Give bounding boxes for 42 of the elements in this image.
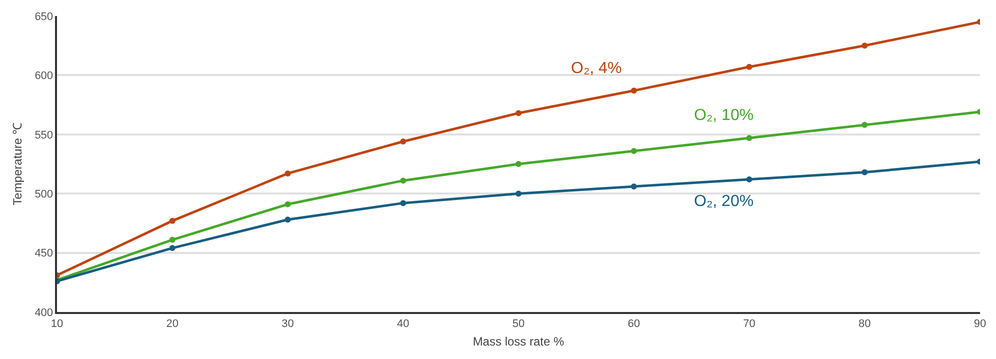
point <box>862 42 868 49</box>
x-tick-label: 80 <box>858 318 871 330</box>
y-tick-label: 550 <box>34 129 54 142</box>
point <box>400 138 406 144</box>
x-tick-label: 70 <box>743 318 756 330</box>
series-label: O₂, 10% <box>694 107 754 124</box>
point <box>516 110 522 116</box>
point <box>284 216 291 223</box>
point <box>630 88 637 94</box>
x-tick-label: 40 <box>397 318 410 330</box>
x-tick-label: 10 <box>50 318 64 330</box>
point <box>862 169 868 176</box>
point <box>169 245 176 252</box>
x-tick-label: 30 <box>282 318 294 330</box>
point <box>169 236 176 243</box>
point <box>746 64 752 70</box>
y-tick-label: 400 <box>34 306 54 319</box>
point <box>746 176 752 182</box>
y-tick-label: 450 <box>34 248 54 260</box>
point <box>400 200 406 206</box>
x-tick-label: 20 <box>166 318 179 330</box>
y-tick-label: 500 <box>34 188 54 200</box>
point <box>746 134 752 141</box>
point <box>169 218 176 224</box>
x-tick-label: 60 <box>628 318 640 330</box>
x-axis-title: Mass loss rate % <box>472 334 565 348</box>
x-tick-label: 90 <box>974 318 986 330</box>
point <box>284 170 291 176</box>
point <box>516 161 522 167</box>
point <box>630 148 637 154</box>
y-tick-label: 650 <box>34 10 54 23</box>
point <box>630 184 637 190</box>
point <box>862 122 868 128</box>
point <box>284 201 291 208</box>
x-tick-label: 50 <box>512 318 525 330</box>
series-label: O₂, 4% <box>571 60 622 77</box>
y-axis-title: Temperature ℃ <box>10 122 24 206</box>
point <box>400 178 406 184</box>
line-series <box>57 158 980 284</box>
point <box>516 190 522 197</box>
y-tick-label: 600 <box>34 70 54 82</box>
series-label: O₂, 20% <box>694 193 754 210</box>
